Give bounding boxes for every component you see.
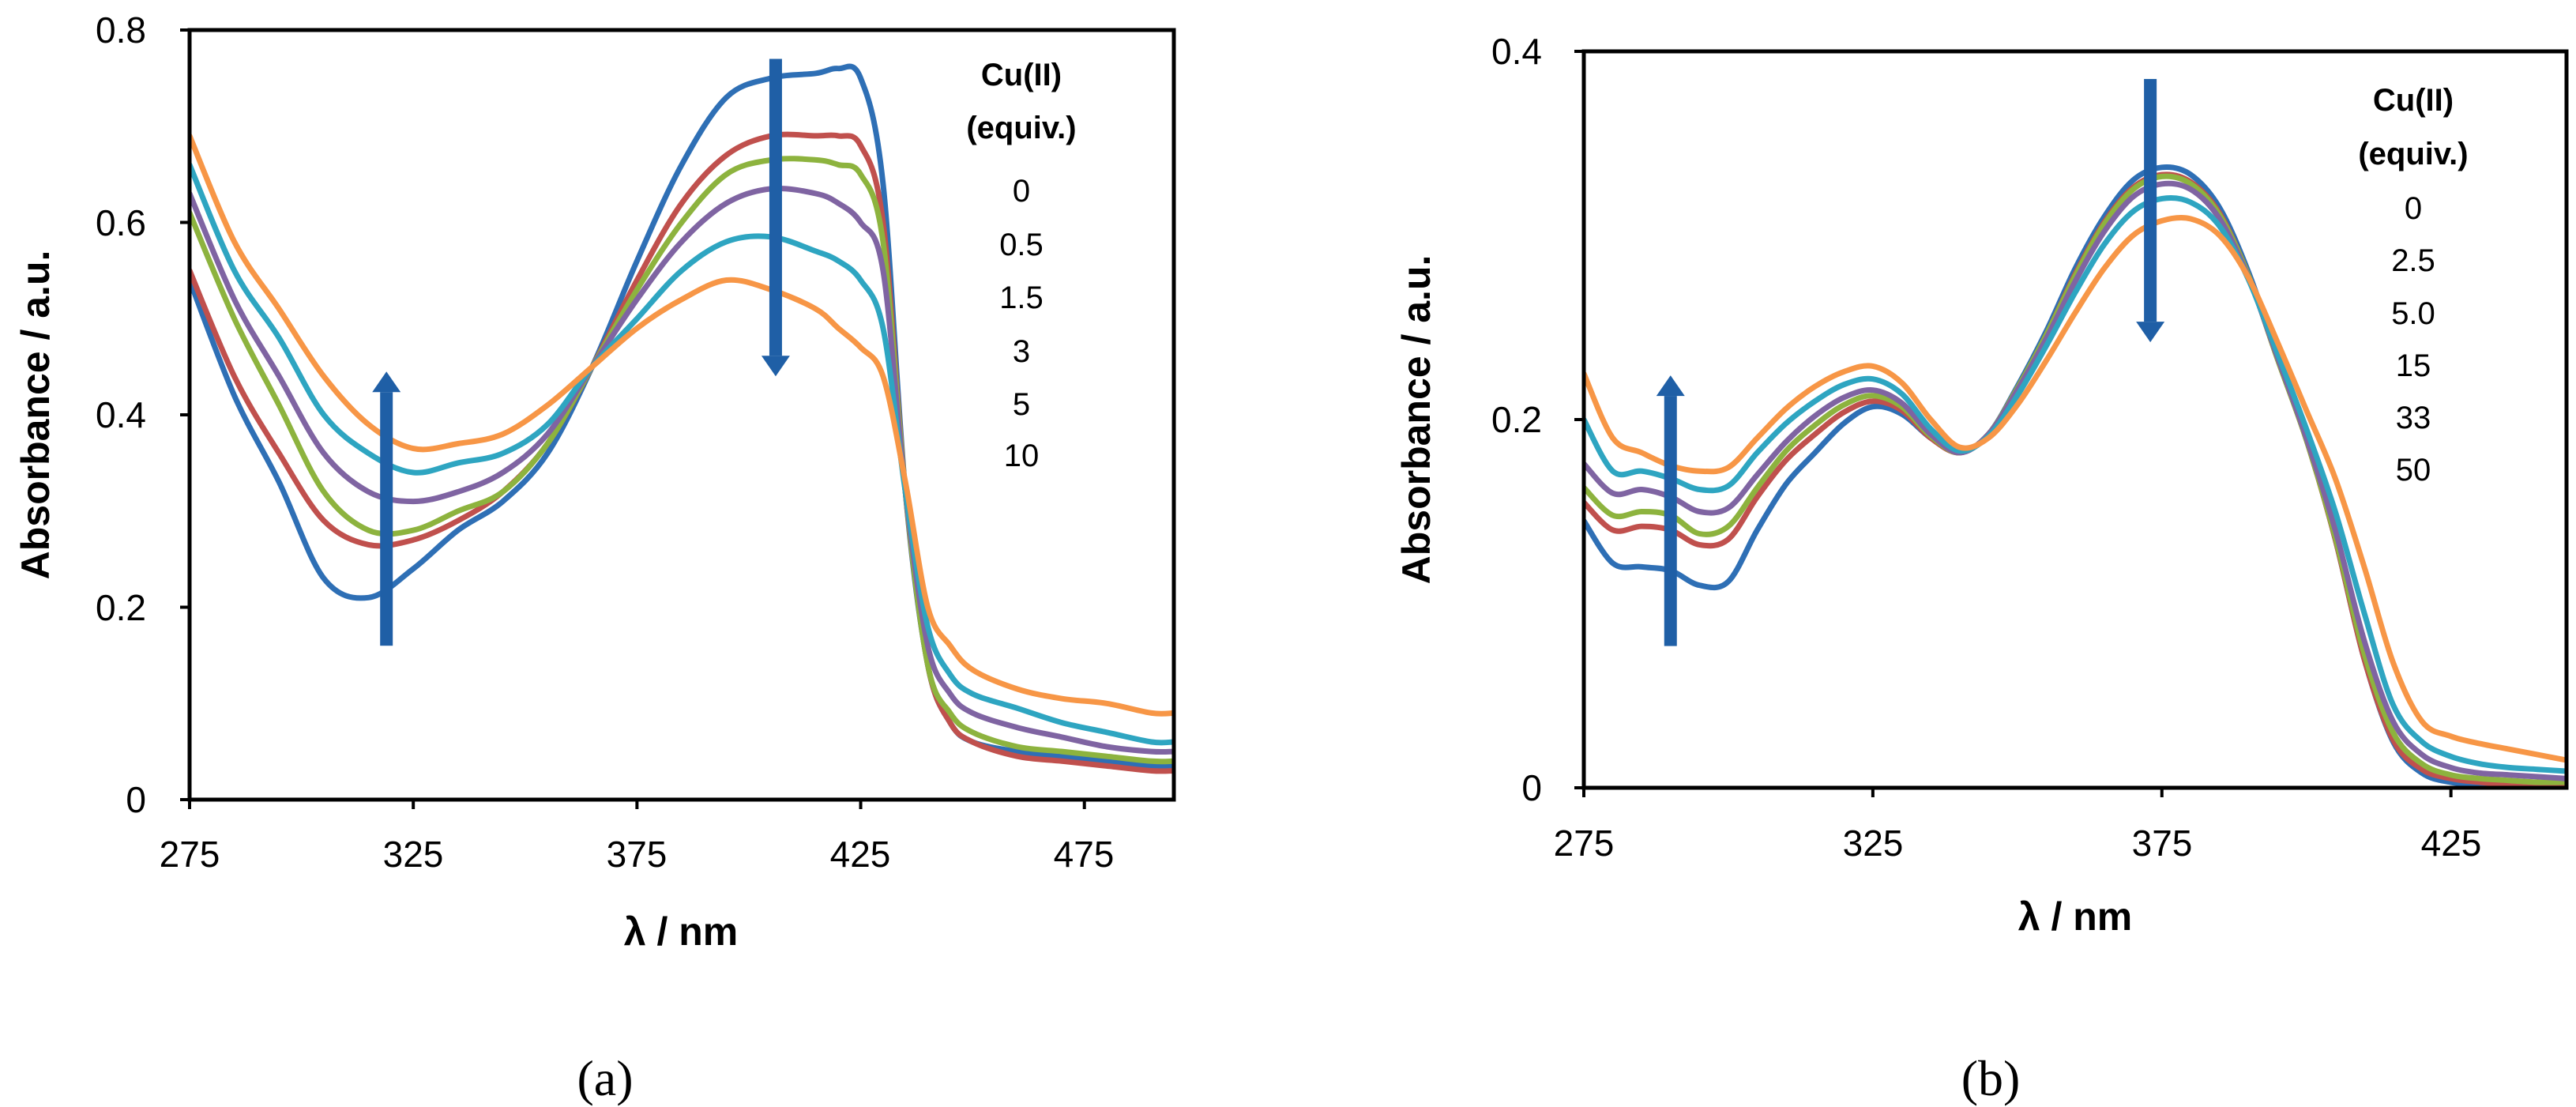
legend: Cu(II) (equiv.) 0 0.5 1.5 3 5 10: [966, 58, 1076, 473]
x-tick-label: 425: [2421, 823, 2482, 864]
legend-entry: 33: [2396, 401, 2431, 435]
series-line-5.0: [1584, 173, 2567, 785]
x-axis: 275 325 375 425 475: [160, 834, 1115, 875]
y-tick-label: 0.8: [96, 9, 146, 51]
x-axis-title: λ / nm: [2018, 894, 2132, 939]
x-tick-label: 475: [1054, 834, 1115, 875]
chart-panel-b: 0 0.2 0.4 275 325 375 425 λ / nm Absorba…: [1394, 31, 2569, 1106]
plot-frame: [1581, 49, 2569, 790]
arrow-shaft: [380, 392, 393, 646]
arrow-head: [1656, 375, 1685, 397]
legend-entry: 10: [1004, 439, 1040, 473]
panel-caption: (a): [577, 1050, 633, 1106]
x-tick-label: 375: [2132, 823, 2193, 864]
y-axis-title: Absorbance / a.u.: [1394, 255, 1438, 585]
plot-area: [180, 28, 1174, 809]
arrow-shaft: [769, 58, 782, 356]
arrow-shaft: [2144, 78, 2157, 322]
legend-entry: 3: [1013, 334, 1030, 369]
legend-entry: 0.5: [999, 228, 1044, 262]
series-line-1.5: [190, 156, 1174, 765]
arrow-up: [1656, 375, 1685, 646]
legend-entry: 15: [2396, 348, 2431, 383]
y-tick-label: 0: [126, 779, 146, 820]
arrow-down: [761, 58, 790, 377]
x-tick-label: 325: [1843, 823, 1904, 864]
y-tick-label: 0.2: [1491, 399, 1542, 440]
series-line-5: [190, 162, 1174, 746]
series-line-3: [190, 185, 1174, 755]
legend: Cu(II) (equiv.) 0 2.5 5.0 15 33 50: [2358, 83, 2468, 488]
legend-title: (equiv.): [966, 111, 1076, 145]
y-tick-label: 0.4: [96, 394, 146, 435]
series-line-33: [1584, 194, 2567, 774]
y-tick-label: 0.6: [96, 202, 146, 243]
y-axis: 0 0.2 0.4: [1491, 31, 1542, 808]
legend-entry: 2.5: [2391, 243, 2435, 278]
x-tick-label: 325: [383, 834, 444, 875]
series-line-15: [1584, 180, 2567, 781]
y-tick-label: 0.4: [1491, 31, 1542, 72]
legend-title: Cu(II): [2373, 83, 2454, 118]
legend-entry: 5.0: [2391, 296, 2435, 331]
y-axis: 0 0.2 0.4 0.6 0.8: [96, 9, 146, 820]
legend-title: Cu(II): [981, 58, 1062, 92]
y-axis-title: Absorbance / a.u.: [13, 250, 58, 580]
y-tick-label: 0.2: [96, 587, 146, 628]
arrow-head: [372, 371, 401, 393]
arrow-head: [761, 356, 790, 377]
legend-title: (equiv.): [2358, 137, 2468, 171]
x-tick-label: 275: [160, 834, 220, 875]
arrow-shaft: [1664, 396, 1677, 646]
y-tick-label: 0: [1521, 767, 1542, 808]
x-axis-title: λ / nm: [624, 909, 738, 954]
x-tick-label: 425: [830, 834, 891, 875]
legend-entry: 0: [2405, 191, 2422, 226]
panel-caption: (b): [1961, 1050, 2021, 1106]
legend-entry: 0: [1013, 174, 1030, 209]
legend-entry: 50: [2396, 453, 2431, 488]
x-axis: 275 325 375 425: [1554, 823, 2482, 864]
arrow-head: [2136, 322, 2165, 343]
arrow-up: [372, 371, 401, 646]
arrow-down: [2136, 78, 2165, 343]
legend-entry: 5: [1013, 387, 1030, 422]
x-tick-label: 375: [607, 834, 668, 875]
x-tick-label: 275: [1554, 823, 1615, 864]
series-line-0.5: [190, 131, 1174, 774]
series-line-10: [190, 133, 1174, 717]
series-line-50: [1584, 214, 2567, 763]
legend-entry: 1.5: [999, 281, 1044, 315]
plot-frame: [187, 28, 1176, 802]
chart-panel-a: 0 0.2 0.4 0.6 0.8 275 325 375 425 475 λ …: [13, 9, 1176, 1106]
